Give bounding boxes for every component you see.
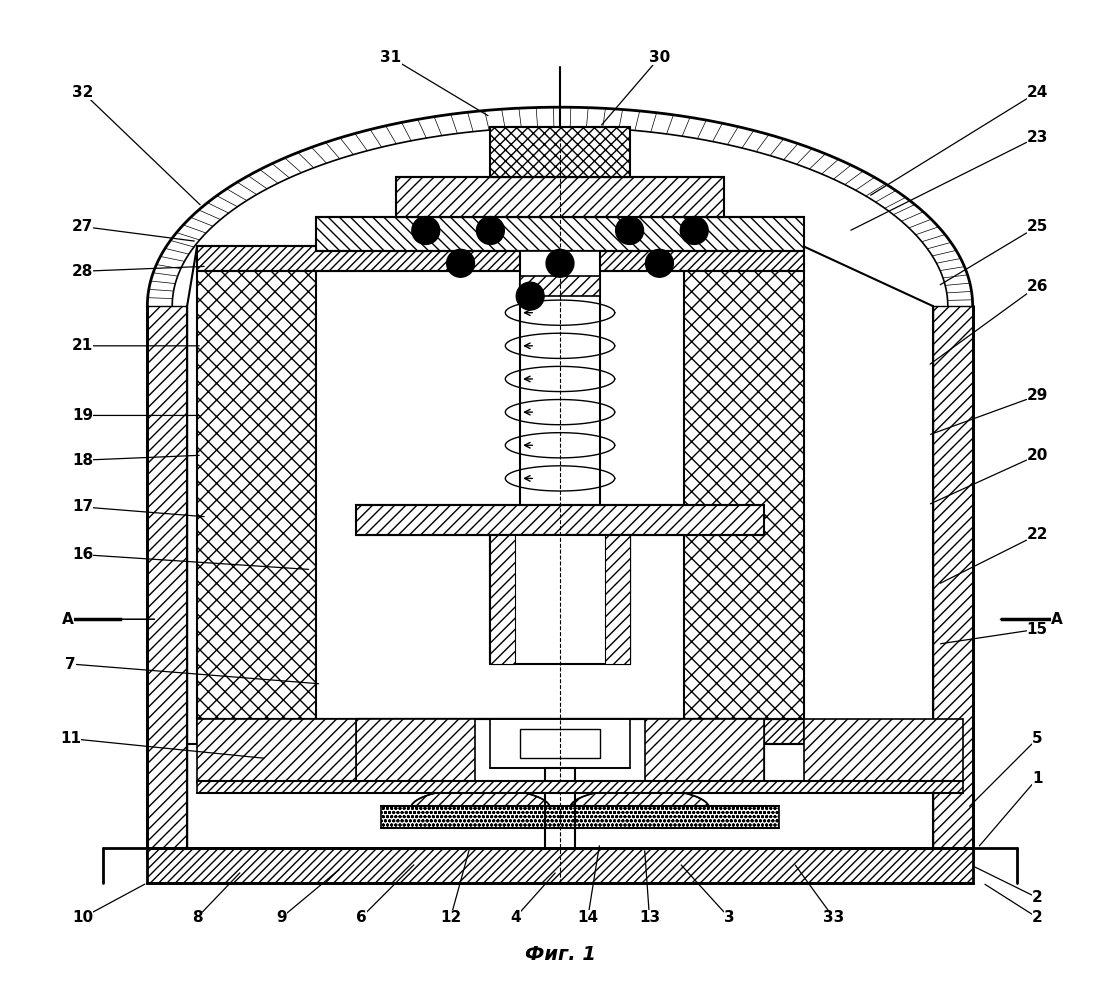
- Circle shape: [516, 282, 544, 310]
- Bar: [148, 848, 972, 883]
- Bar: [491, 535, 515, 664]
- Polygon shape: [197, 719, 356, 783]
- Circle shape: [616, 217, 644, 244]
- Bar: [491, 127, 629, 176]
- Text: 1: 1: [979, 771, 1043, 846]
- Bar: [491, 535, 629, 664]
- Text: 8: 8: [192, 873, 240, 925]
- Circle shape: [412, 217, 440, 244]
- Text: 22: 22: [941, 527, 1048, 583]
- Text: 18: 18: [72, 453, 199, 468]
- Text: 9: 9: [277, 870, 339, 925]
- Bar: [356, 719, 476, 783]
- Text: 21: 21: [72, 338, 199, 354]
- Circle shape: [447, 249, 475, 277]
- Text: 32: 32: [72, 85, 200, 205]
- Text: 17: 17: [72, 499, 204, 517]
- Text: 33: 33: [795, 865, 844, 925]
- Text: 15: 15: [941, 622, 1048, 644]
- Bar: [644, 719, 764, 783]
- Text: A: A: [62, 612, 155, 626]
- Text: 6: 6: [356, 865, 414, 925]
- Text: 16: 16: [72, 547, 309, 569]
- Text: A: A: [1000, 612, 1063, 626]
- Text: 25: 25: [940, 219, 1048, 285]
- Bar: [148, 306, 187, 858]
- Bar: [197, 781, 963, 793]
- Text: 2: 2: [976, 867, 1043, 905]
- Text: 12: 12: [440, 848, 469, 925]
- Text: 26: 26: [930, 279, 1048, 364]
- Text: 28: 28: [72, 264, 204, 279]
- Bar: [316, 217, 804, 251]
- Bar: [605, 535, 629, 664]
- Text: 13: 13: [638, 851, 660, 925]
- Text: 27: 27: [72, 219, 194, 241]
- Bar: [356, 505, 764, 535]
- Text: A: A: [62, 612, 155, 626]
- Bar: [491, 719, 629, 768]
- Text: 5: 5: [970, 731, 1043, 807]
- Bar: [520, 729, 600, 758]
- Text: 10: 10: [72, 885, 144, 925]
- Bar: [520, 251, 600, 654]
- Text: 4: 4: [510, 873, 556, 925]
- Polygon shape: [401, 788, 560, 828]
- Text: 30: 30: [601, 50, 670, 125]
- Circle shape: [680, 217, 708, 244]
- Circle shape: [645, 249, 673, 277]
- Bar: [684, 271, 804, 719]
- Text: 14: 14: [577, 846, 599, 925]
- Text: 31: 31: [381, 50, 488, 115]
- Text: 29: 29: [931, 388, 1048, 434]
- Text: 2: 2: [984, 885, 1043, 925]
- Bar: [520, 276, 600, 296]
- Bar: [396, 176, 724, 217]
- Bar: [933, 306, 972, 858]
- Bar: [381, 806, 778, 828]
- Text: 23: 23: [851, 129, 1048, 230]
- Polygon shape: [560, 788, 719, 828]
- Bar: [197, 719, 804, 744]
- Bar: [197, 271, 316, 719]
- Text: 20: 20: [931, 448, 1048, 503]
- Text: 7: 7: [65, 657, 318, 684]
- Text: 24: 24: [870, 85, 1048, 195]
- Polygon shape: [764, 719, 963, 783]
- Text: 19: 19: [72, 408, 199, 423]
- Circle shape: [476, 217, 504, 244]
- Bar: [356, 719, 764, 783]
- Circle shape: [547, 249, 573, 277]
- Text: 3: 3: [681, 865, 735, 925]
- Text: 11: 11: [60, 731, 264, 758]
- Text: Фиг. 1: Фиг. 1: [524, 945, 596, 964]
- Bar: [197, 246, 804, 271]
